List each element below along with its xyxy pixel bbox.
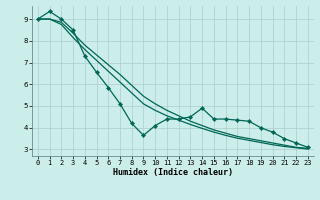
X-axis label: Humidex (Indice chaleur): Humidex (Indice chaleur): [113, 168, 233, 177]
